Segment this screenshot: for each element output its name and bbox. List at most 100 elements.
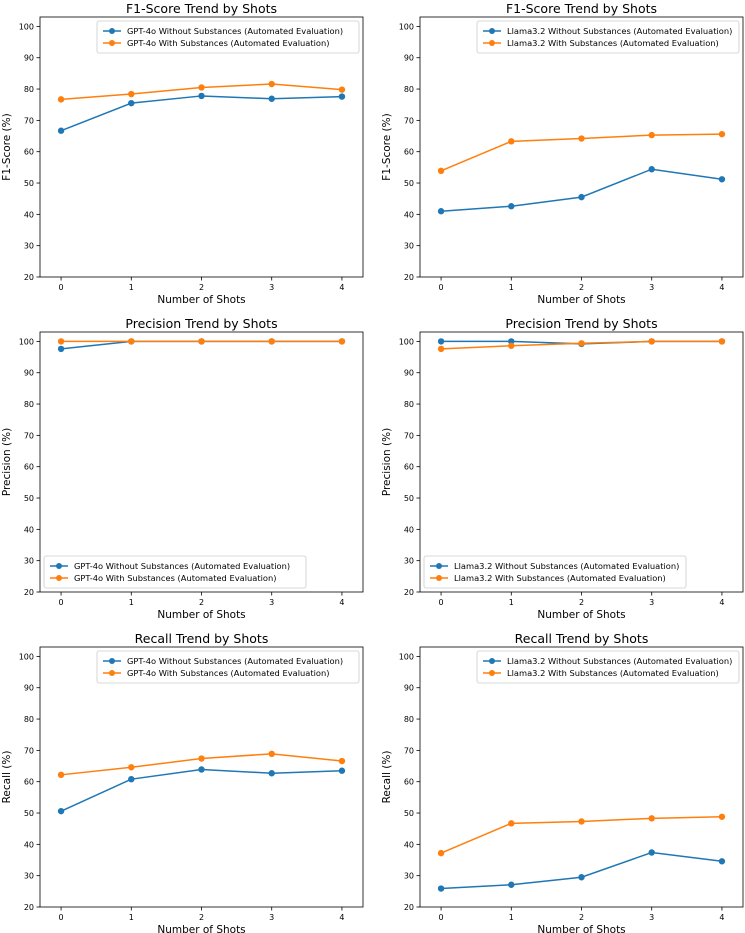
x-tick-label: 1	[129, 913, 134, 922]
y-axis-label: Recall (%)	[381, 751, 393, 804]
x-tick-label: 4	[339, 283, 344, 292]
y-tick-label: 100	[399, 22, 414, 31]
y-tick-label: 60	[404, 778, 414, 787]
data-point	[578, 818, 585, 825]
legend-label: GPT-4o Without Substances (Automated Eva…	[127, 656, 343, 666]
y-tick-label: 40	[24, 210, 34, 219]
legend-label: Llama3.2 With Substances (Automated Eval…	[507, 38, 719, 48]
y-tick-label: 80	[24, 85, 34, 94]
y-tick-label: 50	[24, 179, 34, 188]
chart-panel-2: F1-Score Trend by Shots20304050607080901…	[381, 1, 744, 306]
data-point	[437, 885, 445, 892]
x-tick-label: 3	[649, 283, 654, 292]
y-tick-label: 30	[404, 557, 414, 566]
legend-box	[476, 650, 740, 684]
y-tick-label: 90	[404, 684, 414, 693]
x-tick-label: 4	[719, 283, 724, 292]
data-point	[268, 338, 275, 345]
legend-label: GPT-4o With Substances (Automated Evalua…	[74, 573, 276, 583]
x-tick-label: 0	[59, 598, 64, 607]
data-point	[338, 757, 346, 765]
x-tick-label: 4	[339, 598, 344, 607]
data-point	[437, 338, 445, 345]
x-axis-label: Number of Shots	[537, 924, 625, 933]
data-point	[437, 345, 445, 353]
data-point	[718, 338, 726, 345]
legend-label: Llama3.2 Without Substances (Automated E…	[507, 26, 732, 36]
legend-marker	[489, 28, 495, 34]
chart-panel-5: Recall Trend by Shots2030405060708090100…	[1, 631, 364, 933]
x-tick-label: 0	[59, 913, 64, 922]
data-point	[338, 93, 346, 100]
y-tick-label: 20	[24, 588, 34, 597]
chart-panel-1: F1-Score Trend by Shots20304050607080901…	[1, 1, 364, 306]
data-point	[648, 815, 655, 822]
data-point	[648, 166, 655, 173]
data-point	[57, 771, 65, 779]
legend-marker	[56, 575, 62, 581]
data-point	[508, 342, 515, 349]
x-tick-label: 0	[439, 913, 444, 922]
data-point	[338, 338, 346, 345]
y-tick-label: 40	[404, 210, 414, 219]
plot-frame	[39, 16, 364, 278]
y-tick-label: 60	[24, 148, 34, 157]
y-tick-label: 80	[24, 715, 34, 724]
data-point	[508, 820, 515, 827]
legend-marker	[109, 670, 115, 676]
chart-title: Recall Trend by Shots	[515, 631, 649, 646]
y-tick-label: 60	[404, 463, 414, 472]
data-point	[718, 813, 726, 820]
y-axis-label: F1-Score (%)	[1, 113, 13, 180]
x-tick-label: 2	[199, 913, 204, 922]
y-tick-label: 50	[24, 809, 34, 818]
data-point	[578, 135, 585, 142]
y-tick-label: 30	[404, 242, 414, 251]
y-tick-label: 70	[24, 116, 34, 125]
plot-frame	[419, 16, 744, 278]
x-tick-label: 1	[129, 598, 134, 607]
y-tick-label: 90	[404, 54, 414, 63]
x-tick-label: 0	[59, 283, 64, 292]
data-point	[57, 345, 65, 353]
chart-panel-6: Recall Trend by Shots2030405060708090100…	[381, 631, 744, 933]
y-tick-label: 90	[24, 54, 34, 63]
x-tick-label: 2	[579, 913, 584, 922]
data-point	[338, 767, 346, 774]
data-point	[578, 340, 585, 347]
y-tick-label: 100	[19, 337, 34, 346]
x-tick-label: 2	[199, 598, 204, 607]
chart-panel-4: Precision Trend by Shots2030405060708090…	[381, 316, 744, 621]
y-tick-label: 50	[404, 809, 414, 818]
x-axis-label: Number of Shots	[537, 294, 625, 306]
y-tick-label: 70	[404, 431, 414, 440]
x-tick-label: 1	[509, 913, 514, 922]
y-tick-label: 40	[24, 840, 34, 849]
data-point	[128, 775, 135, 783]
legend-marker	[489, 658, 495, 664]
y-tick-label: 80	[404, 715, 414, 724]
y-tick-label: 80	[404, 85, 414, 94]
x-tick-label: 2	[199, 283, 204, 292]
y-tick-label: 20	[404, 903, 414, 912]
plot-frame	[39, 331, 364, 593]
data-point	[508, 338, 515, 345]
data-point	[648, 131, 655, 139]
chart-panel-3: Precision Trend by Shots2030405060708090…	[1, 316, 364, 621]
data-point	[198, 755, 205, 762]
chart-title: Recall Trend by Shots	[135, 631, 269, 646]
x-tick-label: 3	[269, 913, 274, 922]
x-tick-label: 4	[719, 913, 724, 922]
y-tick-label: 50	[404, 179, 414, 188]
series-line-1	[441, 851, 723, 890]
data-point	[338, 86, 346, 93]
x-tick-label: 4	[719, 598, 724, 607]
legend: Llama3.2 Without Substances (Automated E…	[476, 20, 740, 54]
x-tick-label: 3	[269, 283, 274, 292]
data-point	[508, 881, 515, 888]
chart-title: F1-Score Trend by Shots	[126, 1, 277, 16]
legend-box	[43, 555, 307, 589]
legend: Llama3.2 Without Substances (Automated E…	[476, 650, 740, 684]
data-point	[128, 99, 135, 107]
